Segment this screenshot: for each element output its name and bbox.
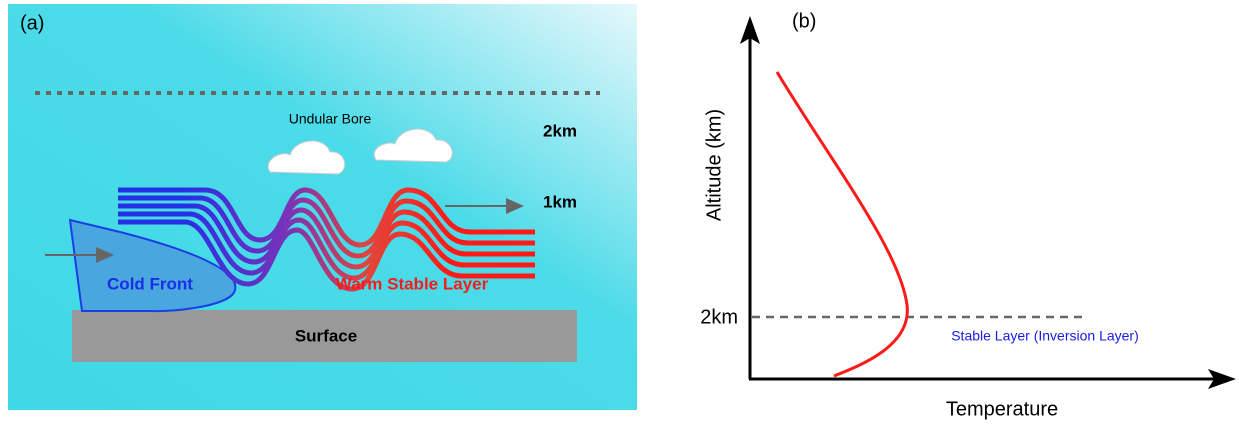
panel-label: (b) (792, 10, 816, 32)
y-axis-label: Altitude (km) (703, 109, 725, 221)
cold-front-label: Cold Front (107, 274, 193, 293)
surface-label: Surface (295, 326, 357, 345)
level-label: 1km (543, 192, 577, 211)
panel-label: (a) (20, 12, 44, 34)
warm-layer-label: Warm Stable Layer (336, 274, 489, 293)
level-label: 2km (543, 121, 577, 140)
altitude-marker: 2km (700, 306, 738, 328)
temperature-profile (777, 72, 907, 376)
x-axis-label: Temperature (946, 398, 1058, 420)
figure: (a) Undular Bore 2km 1km Cold Front Warm… (0, 0, 1239, 425)
panel-a: (a) Undular Bore 2km 1km Cold Front Warm… (8, 4, 637, 410)
title: Undular Bore (289, 111, 372, 127)
panel-b: (b) Altitude (km) Temperature 2km Stable… (700, 10, 1236, 420)
annotation: Stable Layer (Inversion Layer) (951, 328, 1139, 344)
